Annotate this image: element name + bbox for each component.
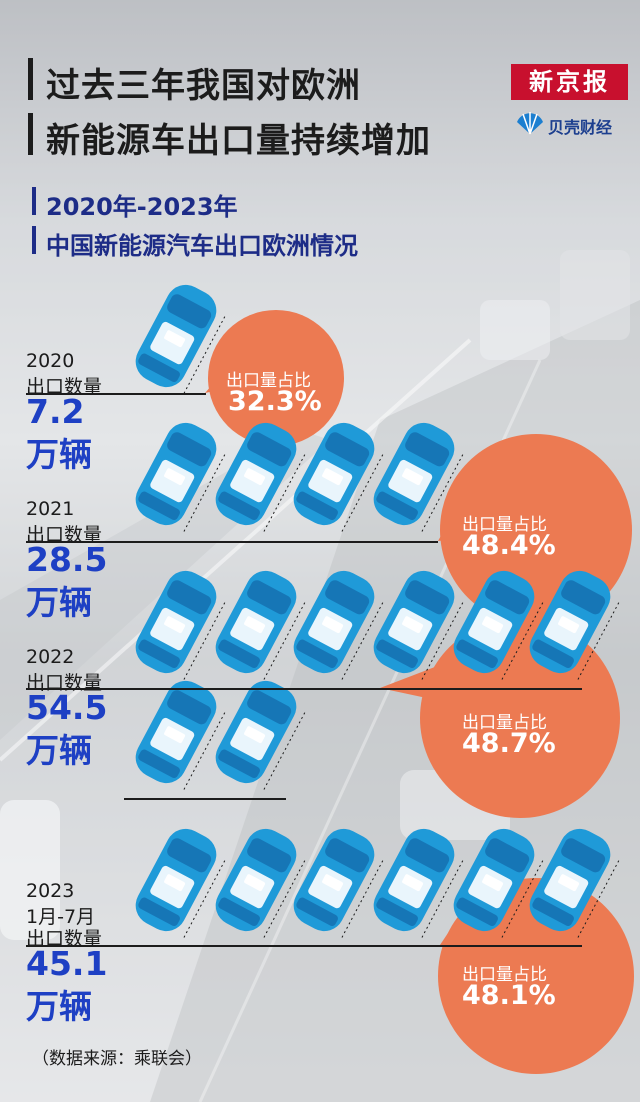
xinjingbao-logo: 新京报 — [511, 64, 628, 100]
car-icon — [215, 570, 306, 683]
row-2022-year: 2022 — [26, 646, 75, 668]
car-icon — [135, 680, 226, 793]
subtitle-marker — [32, 187, 36, 215]
row-2021-metric: 出口数量 — [26, 524, 103, 546]
title-marker — [28, 58, 33, 100]
title-line-1: 过去三年我国对欧洲 — [46, 66, 361, 106]
row-2020-year: 2020 — [26, 350, 75, 372]
car-icon — [135, 422, 226, 535]
row-2022-share-label: 出口量占比 — [462, 713, 547, 733]
car-icon — [373, 828, 464, 941]
car-icon — [453, 570, 544, 683]
car-icon — [293, 422, 384, 535]
subtitle-line-2: 中国新能源汽车出口欧洲情况 — [46, 232, 358, 260]
row-divider — [26, 945, 582, 947]
row-2020-share-value: 32.3% — [228, 386, 322, 417]
title-marker — [28, 113, 33, 155]
row-2020-metric: 出口数量 — [26, 376, 103, 398]
car-icon — [373, 570, 464, 683]
row-divider — [26, 541, 438, 543]
car-icon — [215, 422, 306, 535]
row-2023-year: 2023 — [26, 880, 75, 902]
row-2020-value: 7.2 — [26, 392, 85, 431]
row-2021-share-label: 出口量占比 — [462, 515, 547, 535]
share-bubble — [205, 310, 344, 446]
data-source: （数据来源：乘联会） — [32, 1049, 202, 1069]
row-2021-share-value: 48.4% — [462, 530, 556, 561]
row-2022-value: 54.5 — [26, 688, 108, 727]
row-2021-year: 2021 — [26, 498, 75, 520]
row-2023-share-label: 出口量占比 — [462, 965, 547, 985]
car-icon — [373, 422, 464, 535]
car-icon — [293, 828, 384, 941]
car-icon — [293, 570, 384, 683]
row-2023-period: 1月-7月 — [26, 906, 96, 928]
car-icon — [215, 680, 306, 793]
title-line-2: 新能源车出口量持续增加 — [46, 121, 431, 161]
shell-icon — [517, 112, 543, 135]
row-2021-value: 28.5 — [26, 540, 108, 579]
row-2020-share-label: 出口量占比 — [226, 371, 311, 391]
row-2022-unit: 万辆 — [26, 731, 92, 770]
car-icon — [135, 828, 226, 941]
car-icon — [215, 828, 306, 941]
row-2023-value: 45.1 — [26, 944, 108, 983]
brand-name: 贝壳财经 — [548, 118, 613, 137]
row-divider — [26, 393, 206, 395]
car-icon — [529, 828, 620, 941]
row-2022-share-value: 48.7% — [462, 728, 556, 759]
car-icon — [529, 570, 620, 683]
subtitle-marker — [32, 226, 36, 254]
car-icon — [135, 284, 226, 397]
row-2020-unit: 万辆 — [26, 435, 92, 474]
row-2021-unit: 万辆 — [26, 583, 92, 622]
row-2023-share-value: 48.1% — [462, 980, 556, 1011]
row-2023-unit: 万辆 — [26, 987, 92, 1026]
row-divider — [124, 798, 286, 800]
car-icon — [135, 570, 226, 683]
row-2023-metric: 出口数量 — [26, 928, 103, 950]
car-icon — [453, 828, 544, 941]
row-divider — [26, 688, 582, 690]
subtitle-line-1: 2020年-2023年 — [46, 193, 238, 221]
